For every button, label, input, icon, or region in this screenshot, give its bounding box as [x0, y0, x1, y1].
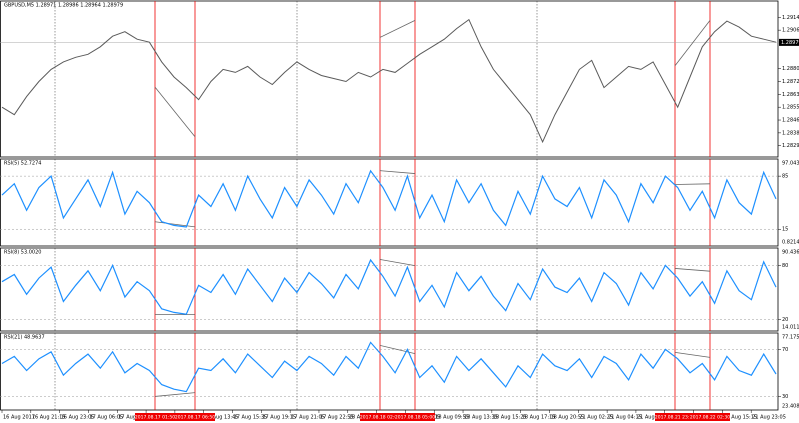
marker-label: 2017.08.17 06:50 — [175, 415, 215, 421]
marker-label: 2017.08.18 02:00 — [360, 415, 400, 421]
y-tick-label: 20 — [782, 317, 788, 323]
y-tick-label: 85 — [782, 174, 788, 180]
y-tick-label: 1.28295 — [782, 143, 799, 149]
marker-box — [175, 413, 215, 421]
x-tick-label: 18 Aug 13:35 — [464, 415, 498, 421]
x-tick-label: 17 Aug 13:45 — [205, 415, 239, 421]
panel-frame — [0, 332, 779, 411]
current-price-box — [779, 38, 799, 46]
scale-limit-label: 23.4086 — [782, 404, 799, 410]
x-tick-label: 17 Aug 15:35 — [234, 415, 268, 421]
x-tick-label: 21 Aug 23:05 — [752, 415, 786, 421]
divergence-line — [379, 259, 416, 267]
x-tick-label: 16 Aug 2017 — [3, 415, 35, 421]
y-tick-label: 1.28635 — [782, 92, 799, 98]
divergence-line — [674, 268, 711, 272]
panel-title: RSI(21) 48.9637 — [4, 335, 45, 341]
current-price-label: 1.28979 — [781, 40, 799, 46]
y-tick-label: 30 — [782, 394, 788, 400]
rsi-line — [1, 341, 777, 393]
marker-box — [690, 413, 730, 421]
x-tick-label: 18 Aug 15:25 — [493, 415, 527, 421]
rsi-line — [1, 169, 777, 228]
x-tick-label: 17 Aug 22:55 — [320, 415, 354, 421]
y-tick-label: 80 — [782, 263, 788, 269]
marker-box — [360, 413, 400, 421]
panel-frame — [0, 247, 779, 332]
y-tick-label: 1.29145 — [782, 15, 799, 21]
title-bg — [2, 160, 3, 161]
price-line — [1, 18, 777, 144]
scale-limit-label: 77.1753 — [782, 335, 799, 341]
y-tick-label: 15 — [782, 227, 788, 233]
divergence-line — [674, 183, 711, 185]
y-tick-label: 1.2838 — [782, 130, 799, 136]
y-tick-label: 1.2906 — [782, 28, 799, 34]
x-tick-label: 16 Aug 23:05 — [61, 415, 95, 421]
panel-title: GBPUSD,M5 1.28971 1.28986 1.28964 1.2897… — [4, 3, 123, 9]
divergence-line — [379, 20, 416, 38]
divergence-line — [674, 20, 711, 67]
marker-box — [655, 413, 695, 421]
marker-label: 2017.08.17 01:50 — [135, 415, 175, 421]
scale-limit-label: 0.8214 — [782, 240, 799, 246]
x-tick-label: 18 Aug 09:55 — [435, 415, 469, 421]
x-tick-label: 16 Aug 21:15 — [32, 415, 66, 421]
x-tick-label: 21 Aug 02:25 — [579, 415, 613, 421]
marker-label: 2017.08.18 05:00 — [395, 415, 435, 421]
panel-frame — [0, 158, 779, 247]
marker-label: 2017.08.21 23:10 — [655, 415, 695, 421]
marker-box — [135, 413, 175, 421]
divergence-line — [674, 351, 711, 358]
marker-box — [395, 413, 435, 421]
scale-limit-label: 90.4363 — [782, 250, 799, 256]
scale-limit-label: 14.0112 — [782, 325, 799, 331]
y-tick-label: 1.28465 — [782, 118, 799, 124]
x-tick-label: 18 Aug 17:15 — [522, 415, 556, 421]
panel-title: RSI(5) 52.7274 — [4, 161, 41, 167]
x-tick-label: 21 Aug 06:05 — [637, 415, 671, 421]
rsi-line — [1, 258, 777, 315]
divergence-line — [154, 392, 196, 397]
panel-title: RSI(8) 53.0020 — [4, 250, 41, 256]
x-tick-label: 17 Aug 21:05 — [291, 415, 325, 421]
divergence-line — [154, 221, 196, 228]
divergence-line — [379, 170, 416, 174]
x-tick-label: 17 Aug 06:05 — [89, 415, 123, 421]
title-bg — [2, 2, 3, 3]
x-tick-label: 17 Aug 19:15 — [262, 415, 296, 421]
x-tick-label: 21 Aug 04:15 — [608, 415, 642, 421]
title-bg — [2, 334, 3, 335]
y-tick-label: 1.28805 — [782, 66, 799, 72]
y-tick-label: 70 — [782, 347, 788, 353]
x-tick-label: 18 Aug 20:55 — [550, 415, 584, 421]
divergence-line — [154, 86, 196, 138]
panel-frame — [0, 0, 779, 158]
marker-label: 2017.08.22 02:30 — [690, 415, 730, 421]
y-tick-label: 1.2872 — [782, 79, 799, 85]
y-tick-label: 1.2855 — [782, 105, 799, 111]
x-tick-label: 21 Aug 15:15 — [723, 415, 757, 421]
scale-limit-label: 97.0437 — [782, 161, 799, 167]
title-bg — [2, 249, 3, 250]
